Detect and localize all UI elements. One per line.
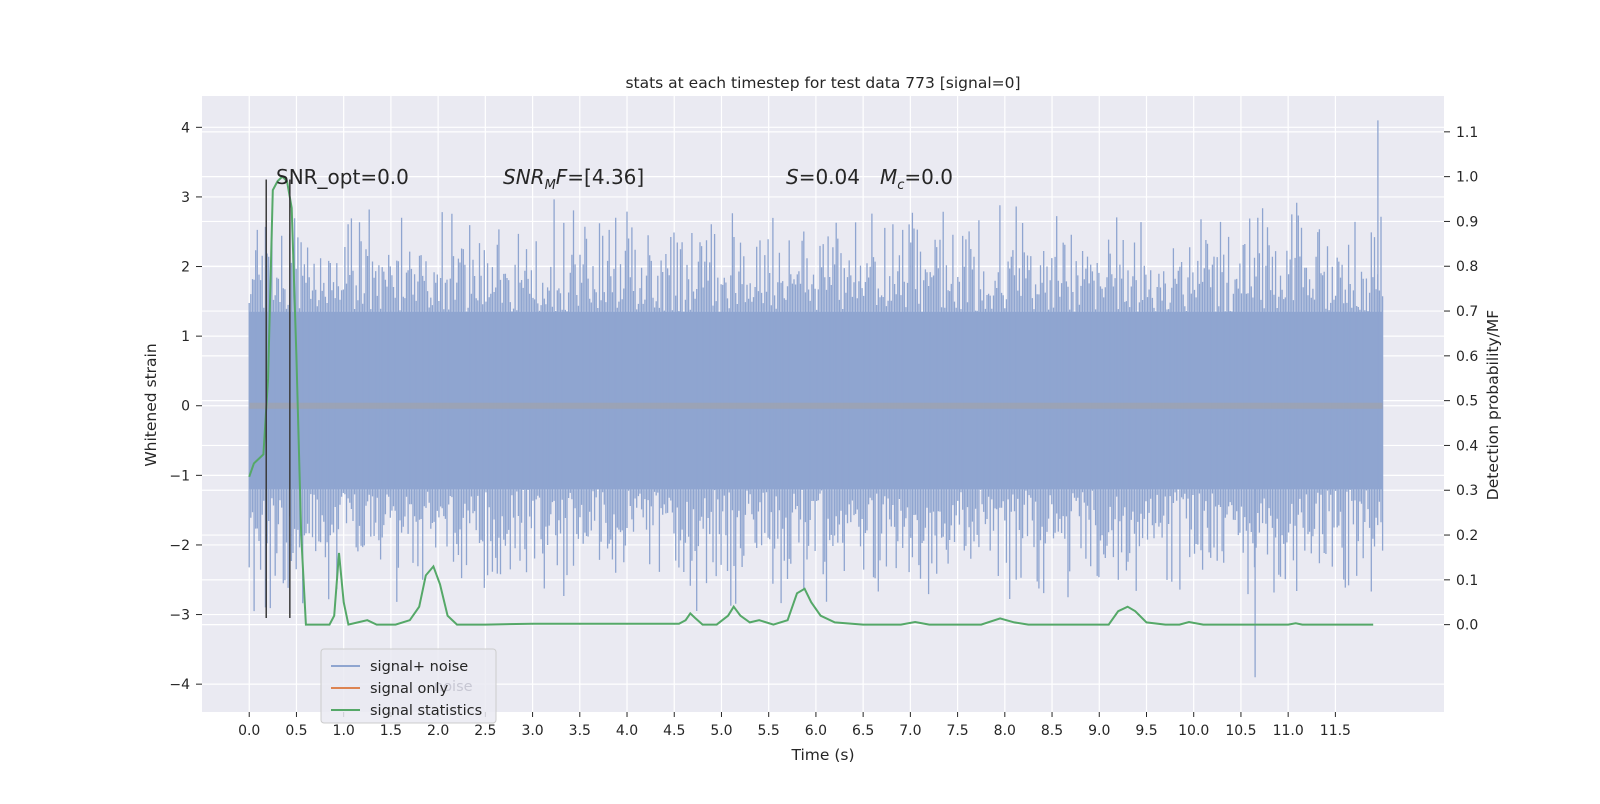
- x-tick-label-16: 8.0: [994, 723, 1016, 739]
- y2-axis-label: Detection probability/MF: [1484, 310, 1502, 501]
- x-tick-label-13: 6.5: [852, 723, 874, 739]
- x-tick-label-17: 8.5: [1041, 723, 1063, 739]
- marker-lines: [265, 179, 291, 619]
- y2-tick-label-5: 0.6: [1456, 349, 1478, 365]
- x-tick-label-19: 9.5: [1135, 723, 1157, 739]
- y-axis-right: 1.1 1.0 0.9 0.8 0.7 0.6 0.5 0.4 0.3 0.2 0.1 0.0: [1444, 125, 1478, 634]
- x-tick-label-18: 9.0: [1088, 723, 1110, 739]
- x-tick-label-9: 4.5: [663, 723, 685, 739]
- y2-tick-label-7: 0.4: [1456, 438, 1478, 454]
- x-axis: 0.0 0.5 1.0 1.5 2.0 2.5 3.0 3.5 4.0 4.5 5.0 5.5 6.0 6…: [238, 712, 1351, 739]
- y2-tick-label-9: 0.2: [1456, 528, 1478, 544]
- x-axis-label: Time (s): [790, 746, 854, 764]
- legend-box: [320, 648, 497, 724]
- annotation-snr-mf-f: F: [556, 165, 568, 189]
- y-axis-label: Whitened strain: [142, 343, 160, 466]
- statistics-line: [248, 175, 1374, 626]
- statistics-series: [248, 175, 1374, 626]
- y2-tick-label-11: 0.0: [1456, 618, 1478, 634]
- annotation-snr-mf-rest: =[4.36]: [567, 165, 644, 189]
- legend-label-noise: signal+ noise: [370, 659, 468, 675]
- annotations: SNR_opt=0.0 SNRMF=[4.36] S=0.04 Mc=0.0: [276, 165, 953, 193]
- annotation-mc-sub: c: [897, 178, 904, 193]
- x-tick-label-12: 6.0: [805, 723, 827, 739]
- y-tick-label-0: 4: [181, 120, 190, 136]
- annotation-snr-opt: SNR_opt=0.0: [276, 165, 409, 189]
- y2-tick-label-1: 1.0: [1456, 170, 1478, 186]
- annotation-s: S=0.04: [786, 165, 860, 189]
- y2-tick-label-3: 0.8: [1456, 259, 1478, 275]
- y-tick-label-6: −2: [169, 538, 190, 554]
- y-tick-label-7: −3: [169, 608, 190, 624]
- x-tick-label-21: 10.5: [1225, 723, 1256, 739]
- y-tick-label-1: 3: [181, 190, 190, 206]
- y2-tick-label-6: 0.5: [1456, 394, 1478, 410]
- noise-trace: [248, 120, 1384, 678]
- annotation-s-symbol: S: [786, 165, 799, 189]
- y2-tick-label-8: 0.3: [1456, 483, 1478, 499]
- y-tick-label-2: 2: [181, 260, 190, 276]
- x-tick-label-5: 2.5: [474, 723, 496, 739]
- x-tick-label-20: 10.0: [1178, 723, 1209, 739]
- noise-series: [248, 120, 1384, 678]
- annotation-mc-symbol: M: [880, 165, 897, 189]
- legend-label-statistics: signal statistics: [370, 703, 482, 719]
- annotation-s-value: =0.04: [799, 165, 860, 189]
- x-tick-label-6: 3.0: [521, 723, 543, 739]
- y2-tick-label-0: 1.1: [1456, 125, 1478, 141]
- x-tick-label-0: 0.0: [238, 723, 260, 739]
- noise-core-band: [249, 311, 1383, 490]
- x-tick-label-8: 4.0: [616, 723, 638, 739]
- x-tick-label-10: 5.0: [710, 723, 732, 739]
- legend-label-signal-only: signal only: [370, 681, 449, 697]
- x-tick-label-11: 5.5: [758, 723, 780, 739]
- x-tick-label-14: 7.0: [899, 723, 921, 739]
- y2-tick-label-4: 0.7: [1456, 304, 1478, 320]
- x-tick-label-1: 0.5: [285, 723, 307, 739]
- legend-ghost-text: noise: [434, 679, 473, 695]
- annotation-mc-value: =0.0: [904, 165, 953, 189]
- y-tick-label-8: −4: [169, 677, 190, 693]
- annotation-mc: Mc=0.0: [880, 165, 953, 193]
- x-tick-label-22: 11.0: [1273, 723, 1304, 739]
- annotation-snr-mf-sub: M: [545, 178, 556, 193]
- x-tick-label-23: 11.5: [1320, 723, 1351, 739]
- x-tick-label-3: 1.5: [380, 723, 402, 739]
- x-tick-label-4: 2.0: [427, 723, 449, 739]
- y-tick-label-4: 0: [181, 399, 190, 415]
- y2-tick-label-2: 0.9: [1456, 214, 1478, 230]
- y-tick-label-5: −1: [169, 468, 190, 484]
- y-axis-left: 4 3 2 1 0 −1 −2 −3 −4: [169, 120, 202, 693]
- x-tick-label-2: 1.0: [333, 723, 355, 739]
- y2-tick-label-10: 0.1: [1456, 573, 1478, 589]
- x-tick-label-15: 7.5: [946, 723, 968, 739]
- x-tick-label-7: 3.5: [569, 723, 591, 739]
- y-tick-label-3: 1: [181, 329, 190, 345]
- chart-title: stats at each timestep for test data 773…: [625, 74, 1020, 92]
- legend: noise signal+ noise signal only signal s…: [320, 648, 497, 724]
- annotation-snr-mf-base: SNR: [503, 165, 545, 189]
- annotation-snr-mf: SNRMF=[4.36]: [503, 165, 644, 193]
